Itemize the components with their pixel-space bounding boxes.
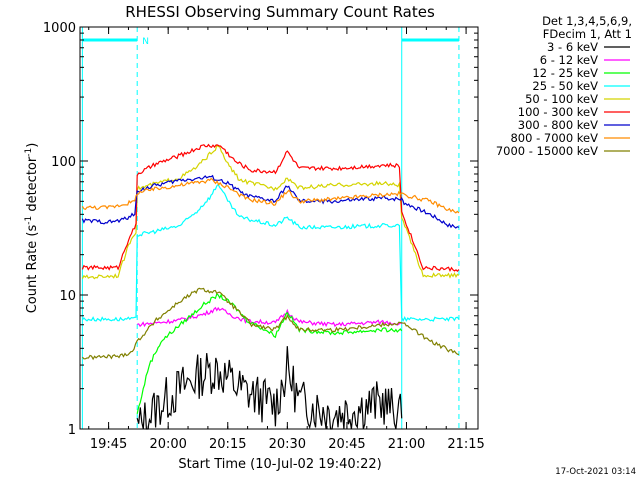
night-marker: N [142, 37, 149, 47]
x-tick-label: 20:30 [269, 437, 306, 452]
series-line [136, 346, 403, 430]
legend-header-line-1: Det 1,3,4,5,6,9, [542, 14, 632, 28]
x-tick-label: 19:45 [90, 437, 127, 452]
legend-label: 12 - 25 keV [532, 66, 598, 80]
series-line [81, 177, 460, 214]
x-axis-label: Start Time (10-Jul-02 19:40:22) [178, 457, 381, 472]
y-tick-label: 10 [59, 289, 76, 304]
legend: Det 1,3,4,5,6,9, FDecim 1, Att 1 3 - 6 k… [496, 14, 632, 158]
y-axis-label-part-1: Count Rate (s [25, 225, 40, 314]
plot-frame [79, 26, 479, 430]
x-tick-label: 21:15 [447, 437, 484, 452]
legend-label: 3 - 6 keV [547, 40, 598, 54]
y-axis-label-part-3: ) [25, 143, 40, 148]
series-line [81, 287, 460, 361]
y-tick-label: 1000 [43, 21, 76, 36]
x-tick-label: 21:00 [388, 437, 425, 452]
x-tick-label: 20:45 [328, 437, 365, 452]
legend-label: 800 - 7000 keV [510, 131, 598, 145]
legend-label: 300 - 800 keV [518, 118, 598, 132]
legend-label: 7000 - 15000 keV [496, 144, 598, 158]
legend-label: 6 - 12 keV [540, 53, 598, 67]
axes-ticks: 19:45 20:00 20:15 20:30 20:45 21:00 21:15 1 10 10… [43, 21, 485, 452]
plot-area: N [81, 27, 460, 430]
y-tick-label: 1 [68, 423, 76, 438]
x-tick-label: 20:15 [209, 437, 246, 452]
y-axis-label-sup-2: -1 [24, 148, 34, 157]
series-line [81, 143, 460, 273]
series-line [81, 183, 460, 322]
footer-date: 17-Oct-2021 03:14 [555, 467, 636, 477]
series-line [137, 306, 403, 328]
y-axis-label-sup-1: -1 [24, 216, 34, 225]
y-tick-label: 100 [51, 155, 76, 170]
legend-label: 25 - 50 keV [532, 79, 598, 93]
y-axis-label-part-2: detector [25, 156, 40, 216]
y-axis-label: Count Rate (s-1 detector-1) [24, 143, 40, 314]
chart-title: RHESSI Observing Summary Count Rates [125, 3, 435, 21]
x-tick-label: 20:00 [149, 437, 186, 452]
legend-label: 50 - 100 keV [525, 92, 598, 106]
legend-label: 100 - 300 keV [518, 105, 598, 119]
series-line [136, 293, 403, 415]
series-line [81, 144, 460, 280]
legend-header-line-2: FDecim 1, Att 1 [543, 27, 632, 41]
